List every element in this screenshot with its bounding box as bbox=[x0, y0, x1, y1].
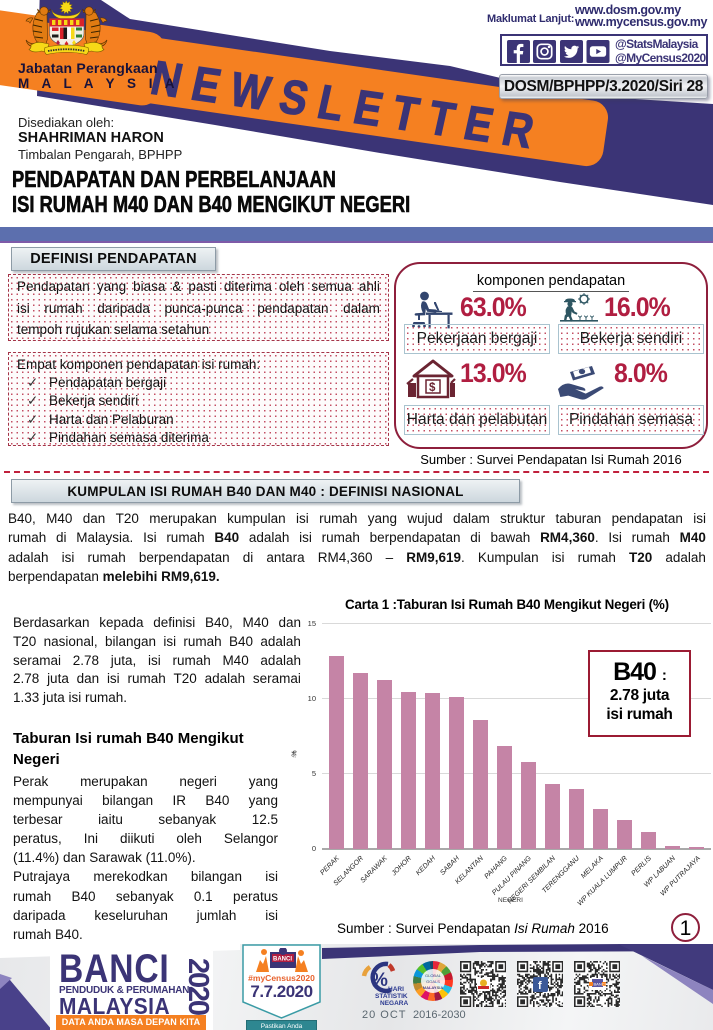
svg-text:NEGARA: NEGARA bbox=[380, 1000, 408, 1007]
svg-text:2020: 2020 bbox=[182, 958, 213, 1016]
svg-text:%: % bbox=[371, 970, 388, 991]
svg-text:HARI: HARI bbox=[388, 986, 404, 993]
svg-text:$: $ bbox=[429, 382, 436, 394]
svg-text:BANCI: BANCI bbox=[594, 982, 606, 987]
svg-text:BANCI: BANCI bbox=[273, 957, 292, 963]
svg-text:f: f bbox=[538, 980, 542, 992]
svg-text:STATISTIK: STATISTIK bbox=[375, 993, 408, 1000]
